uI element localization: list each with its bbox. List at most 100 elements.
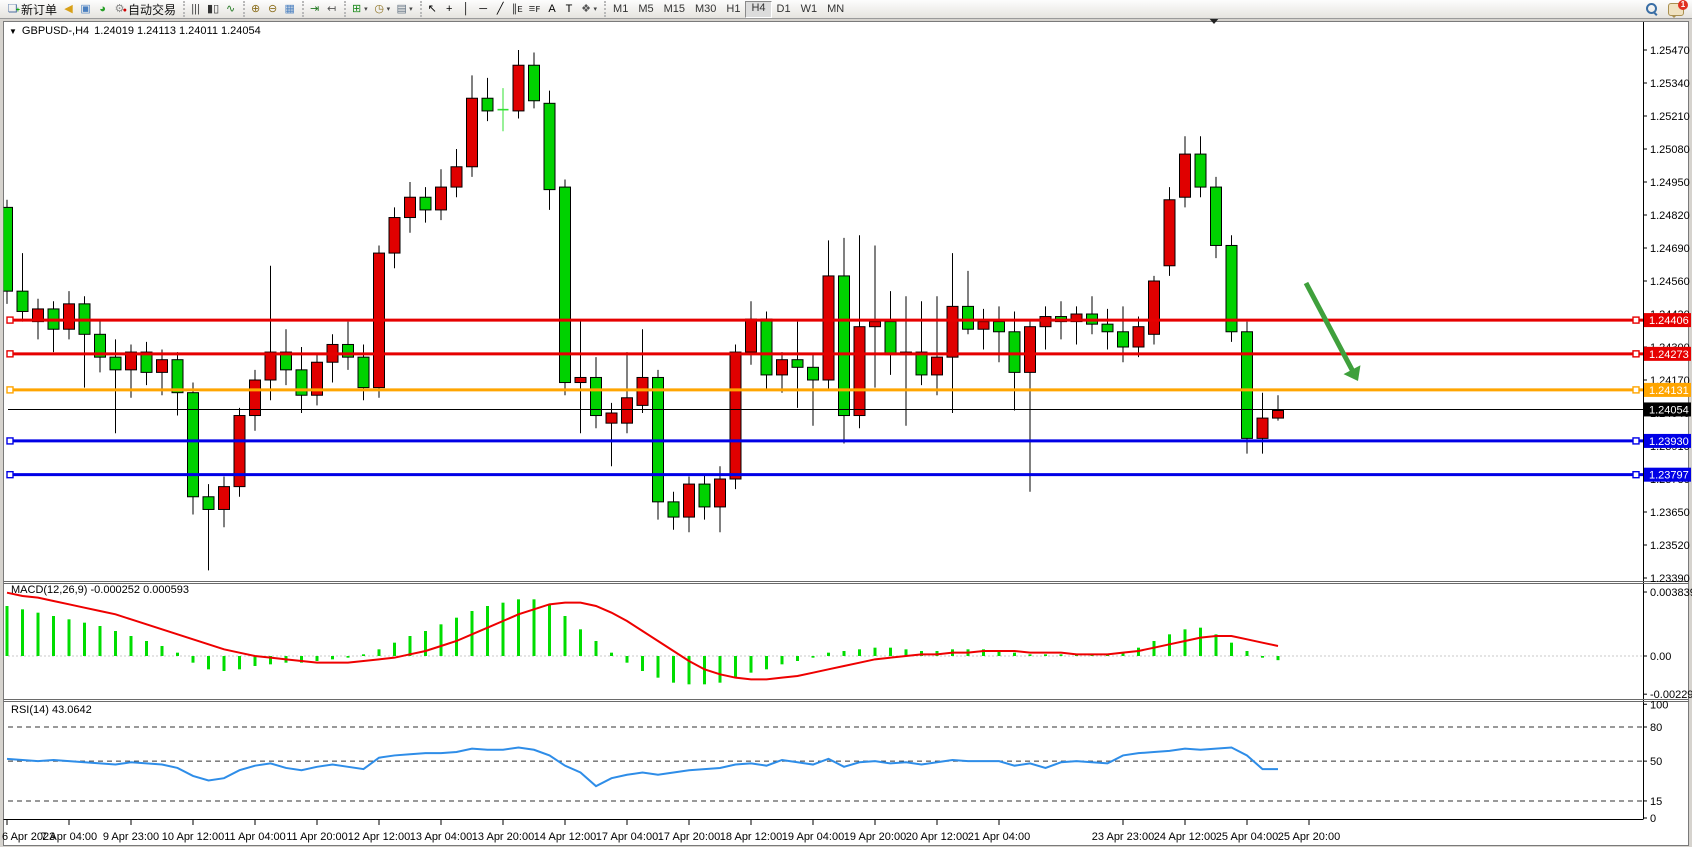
level-handle[interactable] [6,470,14,479]
macd-tick-label: 0.003839 [1650,587,1692,599]
level-handle[interactable] [1632,437,1640,445]
candle-body [1132,326,1145,348]
level-handle[interactable] [1632,470,1640,479]
macd-name: MACD(12,26,9) [11,584,88,596]
macd-hist-bar [1230,642,1233,656]
timeframe-m5-button[interactable]: M5 [638,2,654,15]
timeframe-m15-button[interactable]: M15 [663,2,685,15]
candle-body [481,97,494,112]
rsi-indicator-label: RSI(14) 43.0642 [11,704,92,716]
line-chart-button[interactable]: ∿ [222,2,239,17]
candle-body [140,351,153,373]
macd-hist-bar [997,651,1001,656]
candle-body [869,321,881,328]
candle-body [1070,313,1083,323]
candle-chart-button[interactable]: ▮▯ [204,2,222,17]
time-tick-label: 24 Apr 12:00 [1154,831,1216,843]
toolbar-group-timeframes: M1 M5 M15 M30 H1 H4 D1 W1 MN [604,0,851,18]
level-handle[interactable] [6,350,14,358]
candle-body [714,478,726,508]
chat-icon[interactable]: 1 [1668,0,1688,18]
timeframe-m1-button[interactable]: M1 [613,2,629,15]
chart-shift-button[interactable]: ↤ [323,2,340,17]
macd-hist-bar [625,656,629,663]
level-handle[interactable] [6,386,14,394]
market-watch-button[interactable]: ▣ [77,2,94,17]
macd-hist-bar [1044,654,1047,656]
templates-button[interactable]: ▤ ▾ [393,2,416,17]
timeframe-m30-button[interactable]: M30 [695,2,717,15]
macd-hist-bar [52,616,55,656]
trendline-button[interactable]: ╱ [492,2,509,17]
candle-body [729,351,742,480]
price-badge-label: 1.23930 [1649,436,1689,448]
price-tick-label: 1.25210 [1650,111,1690,123]
candle-body [295,369,308,396]
crosshair-button[interactable]: + [441,2,458,17]
new-order-label: 新订单 [21,2,58,17]
bar-chart-button[interactable]: ||| [187,2,204,17]
macd-hist-bar [734,656,737,678]
level-handle[interactable] [1632,316,1640,324]
price-badge-support-upper [1644,433,1691,448]
time-tick-label: 13 Apr 20:00 [472,831,534,843]
macd-hist-bar [842,651,846,656]
new-order-button[interactable]: ❏ + 新订单 [4,2,60,17]
cursor-button[interactable]: ↖ [424,2,441,17]
candle-body [202,496,215,510]
candle-body [621,397,633,424]
text-button[interactable]: A [544,2,561,17]
macd-hist-bar [548,604,551,656]
vertical-line-button[interactable]: │ [458,2,475,17]
candle-body [1272,409,1284,419]
macd-hist-bar [424,631,427,656]
timeframe-d1-button[interactable]: D1 [776,2,791,15]
channel-icon: ∥ᴇ [511,2,523,15]
periods-button[interactable]: ◷ ▾ [371,2,394,17]
macd-hist-bar [455,617,458,656]
level-handle[interactable] [1632,350,1640,358]
label-button[interactable]: T [561,2,578,17]
arrows-button[interactable]: ❖ ▾ [578,2,601,17]
horizontal-line-button[interactable]: ─ [475,2,492,17]
toolbar-group-zoom: ⊕ ⊖ ▦ [243,1,300,17]
notification-badge: 1 [1678,0,1688,10]
rsi-tick-label: 0 [1650,813,1656,825]
macd-hist-bar [858,649,861,656]
chart-shift-icon: ↤ [327,2,337,15]
candle-body [853,326,866,417]
timeframe-h4-button[interactable]: H4 [745,0,772,18]
timeframe-mn-button[interactable]: MN [827,2,845,15]
candle-body [636,376,649,406]
toolbar-right: 1 [1646,0,1692,18]
tile-windows-button[interactable]: ▦ [281,2,298,17]
level-handle[interactable] [6,316,14,324]
timeframe-h1-button[interactable]: H1 [726,2,741,15]
search-icon[interactable] [1646,3,1658,16]
macd-indicator-label: MACD(12,26,9) -0.000252 0.000593 [11,584,189,596]
trend-arrow-icon[interactable] [1303,281,1356,374]
macd-hist-bar [238,656,241,670]
time-tick-label: 11 Apr 20:00 [286,831,348,843]
auto-trading-button[interactable]: ⚙ ● 自动交易 [111,2,179,17]
trend-arrow-head[interactable] [1343,365,1361,381]
fibonacci-button[interactable]: ≡ꜰ [526,2,544,17]
zoom-in-button[interactable]: ⊕ [247,2,264,17]
macd-hist-bar [253,656,257,666]
time-tick-label: 12 Apr 12:00 [348,831,410,843]
indicators-button[interactable]: ⊞ ▾ [348,2,371,17]
main-chart-pane[interactable] [2,50,1284,571]
community-button[interactable]: ◕ [94,2,111,17]
macd-hist-bar [532,599,536,656]
auto-scroll-button[interactable]: ⇥ [306,2,323,17]
level-handle[interactable] [1632,386,1640,394]
channel-button[interactable]: ∥ᴇ [509,2,526,17]
zoom-out-button[interactable]: ⊖ [264,2,281,17]
level-handle[interactable] [6,437,14,445]
community-icon: ◕ [99,2,106,15]
timeframe-w1-button[interactable]: W1 [800,2,818,15]
toolbar-group-trade: ❏ + 新订单 ◀ ▣ ◕ ⚙ ● 自动交易 [2,1,181,17]
sound-alert-button[interactable]: ◀ [60,2,77,17]
collapse-triangle-icon[interactable]: ▼ [9,26,17,36]
